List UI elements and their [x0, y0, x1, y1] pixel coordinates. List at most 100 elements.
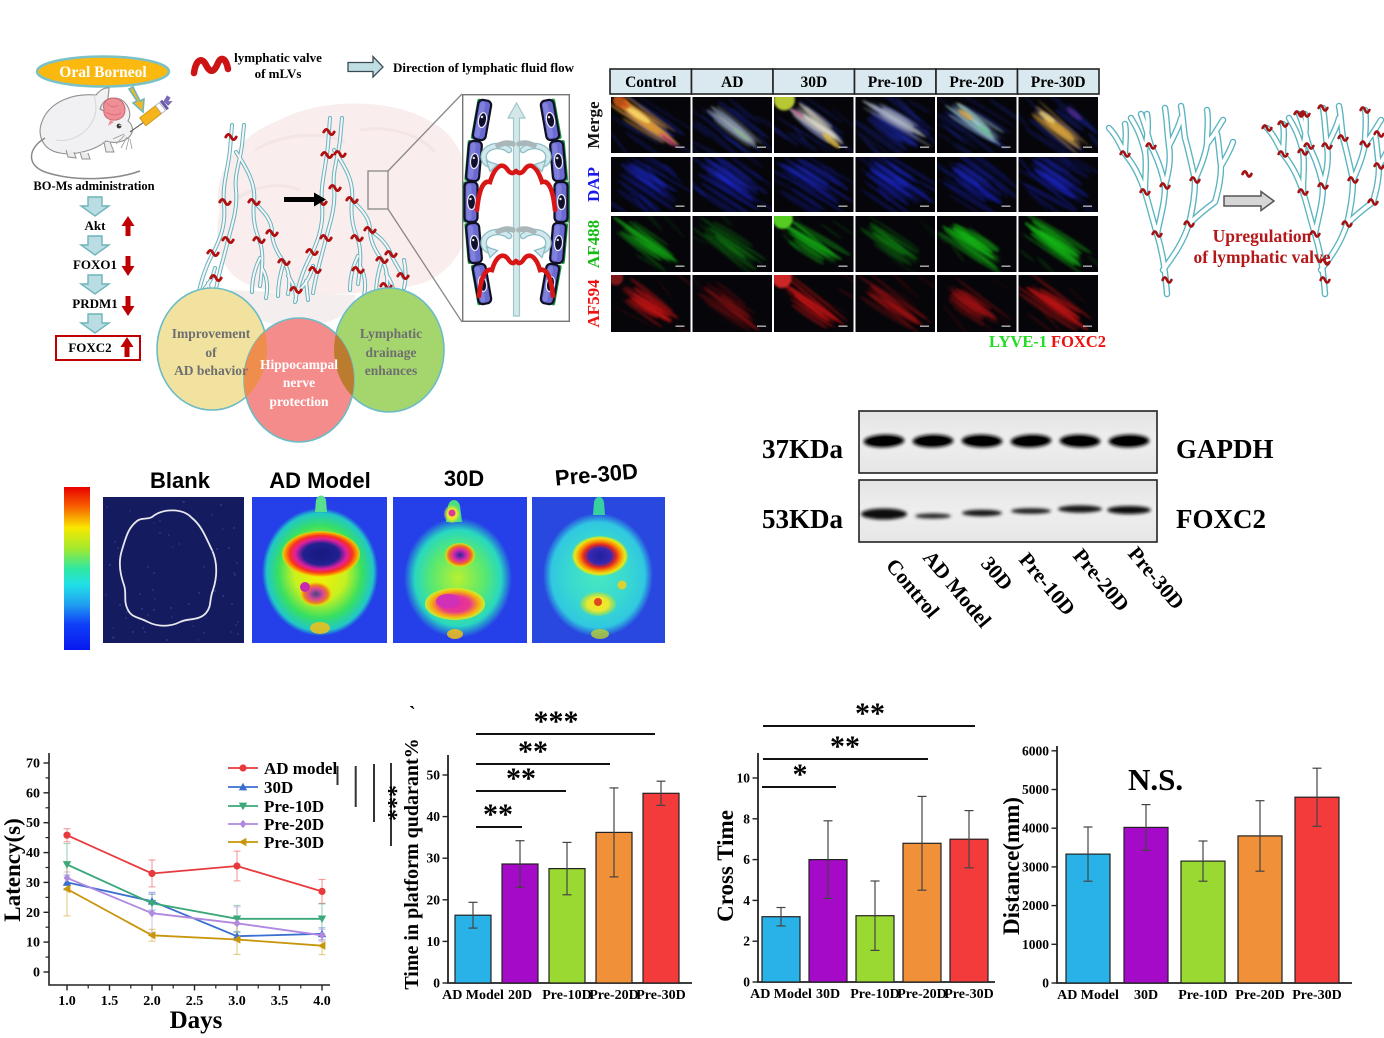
svg-text:30: 30 [427, 851, 441, 866]
svg-text:40: 40 [26, 846, 40, 861]
svg-text:Merge: Merge [585, 101, 603, 149]
svg-text:AF488: AF488 [585, 220, 603, 268]
svg-text:`: ` [409, 703, 416, 725]
svg-text:Direction of lymphatic fluid f: Direction of lymphatic fluid flow [393, 60, 575, 75]
svg-text:**: ** [483, 798, 513, 831]
svg-text:20: 20 [427, 892, 441, 907]
svg-text:**: ** [506, 762, 536, 795]
svg-text:**: ** [518, 735, 548, 768]
svg-text:2000: 2000 [1022, 898, 1049, 913]
svg-text:Time in platform qudarant%: Time in platform qudarant% [401, 738, 423, 989]
svg-text:FOXC2: FOXC2 [68, 340, 111, 355]
svg-text:10: 10 [427, 934, 441, 949]
svg-text:AD Model: AD Model [750, 987, 812, 1002]
svg-text:AD Model: AD Model [269, 468, 370, 493]
svg-text:8: 8 [743, 811, 750, 826]
svg-text:AD behavior: AD behavior [174, 363, 248, 378]
svg-text:Pre-20D: Pre-20D [949, 74, 1004, 91]
svg-text:Pre-20D: Pre-20D [589, 988, 639, 1003]
svg-text:**: ** [855, 697, 885, 730]
svg-text:Upregulation: Upregulation [1213, 226, 1312, 246]
svg-text:0: 0 [1042, 976, 1049, 991]
svg-text:FOXC2: FOXC2 [1176, 504, 1266, 534]
svg-text:53KDa: 53KDa [762, 504, 844, 534]
svg-text:Pre-10D: Pre-10D [264, 797, 324, 816]
svg-text:3000: 3000 [1022, 859, 1049, 874]
svg-text:drainage: drainage [365, 345, 416, 360]
svg-text:GAPDH: GAPDH [1176, 434, 1274, 464]
svg-text:Control: Control [625, 74, 677, 91]
svg-text:1.5: 1.5 [101, 994, 119, 1009]
svg-text:1.0: 1.0 [58, 994, 76, 1009]
svg-text:0: 0 [33, 966, 40, 981]
svg-text:N.S.: N.S. [1128, 762, 1183, 797]
svg-text:Pre-30D: Pre-30D [944, 987, 994, 1002]
svg-text:nerve: nerve [283, 375, 315, 390]
svg-text:2.0: 2.0 [143, 994, 161, 1009]
svg-text:*: * [793, 758, 808, 791]
svg-text:60: 60 [26, 786, 40, 801]
svg-text:Lymphatic: Lymphatic [360, 326, 422, 341]
svg-text:AF594: AF594 [585, 279, 603, 328]
svg-text:0: 0 [433, 976, 440, 991]
svg-text:***: *** [384, 785, 410, 821]
svg-text:4.0: 4.0 [313, 994, 331, 1009]
svg-text:3.0: 3.0 [228, 994, 246, 1009]
svg-text:***: *** [534, 705, 579, 738]
svg-text:30D: 30D [264, 778, 293, 797]
svg-text:30D: 30D [976, 552, 1018, 595]
svg-text:2: 2 [743, 934, 750, 949]
svg-text:FOXC2: FOXC2 [1051, 332, 1106, 351]
svg-text:Distance(mm): Distance(mm) [999, 797, 1024, 935]
svg-text:FOXO1: FOXO1 [73, 257, 117, 272]
svg-text:lymphatic valve: lymphatic valve [234, 50, 322, 65]
svg-text:70: 70 [26, 757, 40, 772]
svg-text:20D: 20D [508, 988, 532, 1003]
svg-text:Pre-10D: Pre-10D [1178, 988, 1228, 1003]
svg-text:Pre-30D: Pre-30D [264, 833, 324, 852]
svg-text:BO-Ms administration: BO-Ms administration [33, 179, 154, 193]
svg-text:AD Model: AD Model [442, 988, 504, 1003]
svg-text:**: ** [830, 730, 860, 763]
svg-text:of: of [205, 345, 217, 360]
svg-text:5000: 5000 [1022, 782, 1049, 797]
svg-text:Latency(s): Latency(s) [0, 818, 25, 921]
svg-text:4: 4 [743, 893, 750, 908]
svg-text:30D: 30D [800, 74, 827, 91]
svg-text:10: 10 [26, 936, 40, 951]
svg-text:Blank: Blank [150, 468, 211, 493]
svg-text:protection: protection [270, 394, 329, 409]
svg-text:PRDM1: PRDM1 [72, 296, 118, 311]
svg-text:6000: 6000 [1022, 743, 1049, 758]
svg-text:LYVE-1: LYVE-1 [989, 332, 1047, 351]
svg-text:30D: 30D [1134, 988, 1158, 1003]
svg-text:AD: AD [721, 74, 743, 91]
svg-text:30D: 30D [816, 987, 840, 1002]
svg-text:Pre-30D: Pre-30D [1292, 988, 1342, 1003]
svg-text:AD model: AD model [264, 759, 337, 778]
svg-text:Pre-30D: Pre-30D [636, 988, 686, 1003]
svg-text:enhances: enhances [365, 363, 418, 378]
svg-text:50: 50 [427, 768, 441, 783]
svg-text:Pre-30D: Pre-30D [1123, 542, 1189, 614]
svg-text:Pre-20D: Pre-20D [897, 987, 947, 1002]
svg-text:40: 40 [427, 809, 441, 824]
svg-text:10: 10 [737, 771, 751, 786]
svg-text:Pre-20D: Pre-20D [264, 815, 324, 834]
svg-text:AD Model: AD Model [1057, 988, 1119, 1003]
svg-text:6: 6 [743, 852, 750, 867]
svg-text:4000: 4000 [1022, 821, 1049, 836]
svg-text:3.5: 3.5 [271, 994, 289, 1009]
svg-text:30D: 30D [444, 466, 484, 491]
svg-text:1000: 1000 [1022, 937, 1049, 952]
svg-text:Oral Borneol: Oral Borneol [59, 64, 147, 81]
svg-text:DAP: DAP [585, 167, 603, 202]
svg-text:30: 30 [26, 876, 40, 891]
svg-text:Pre-30D: Pre-30D [554, 460, 639, 491]
svg-text:Pre-30D: Pre-30D [1031, 74, 1086, 91]
svg-text:37KDa: 37KDa [762, 434, 844, 464]
svg-text:Pre-10D: Pre-10D [850, 987, 900, 1002]
svg-text:Akt: Akt [85, 218, 107, 233]
svg-text:Days: Days [170, 1007, 223, 1034]
svg-text:2.5: 2.5 [186, 994, 204, 1009]
